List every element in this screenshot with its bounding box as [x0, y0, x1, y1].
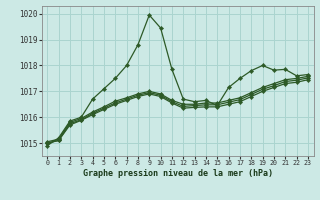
X-axis label: Graphe pression niveau de la mer (hPa): Graphe pression niveau de la mer (hPa) [83, 169, 273, 178]
